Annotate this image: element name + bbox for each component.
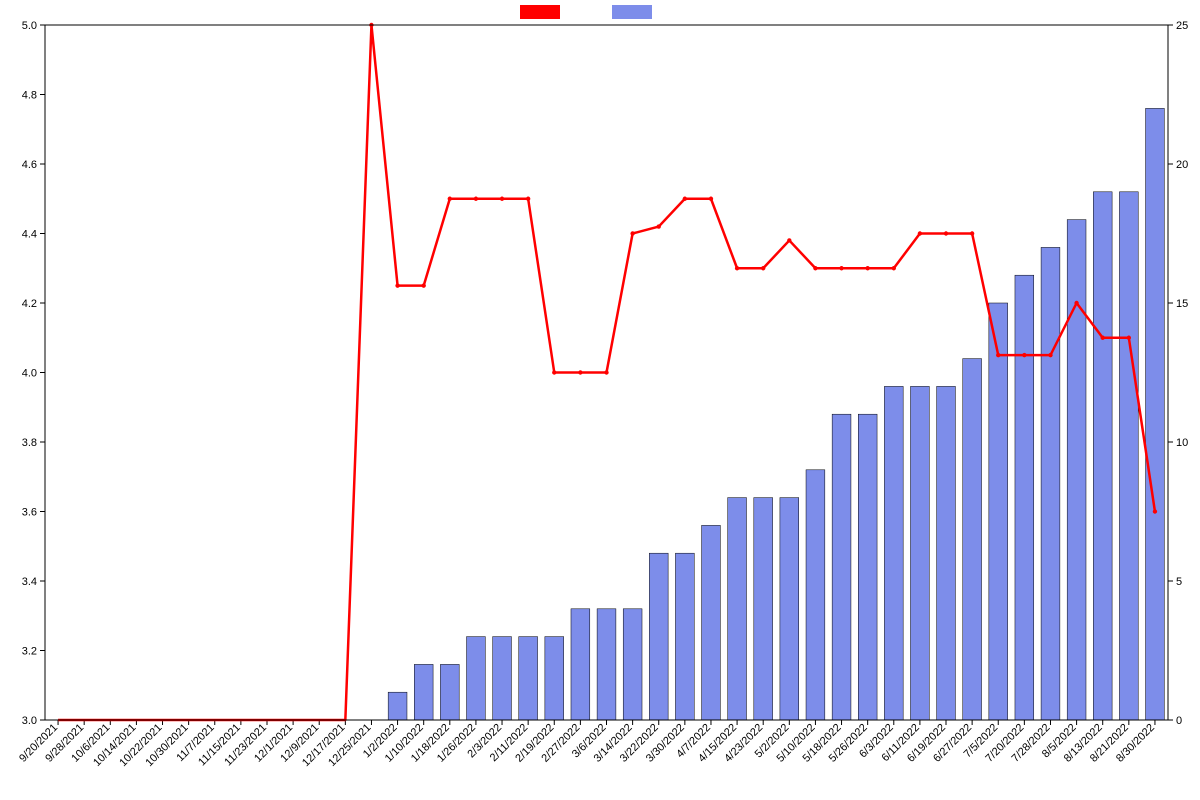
bar — [780, 498, 799, 720]
y-right-tick-label: 25 — [1176, 20, 1188, 32]
y-left-tick-label: 4.4 — [22, 229, 37, 241]
y-right-tick-label: 15 — [1176, 298, 1188, 310]
bar — [910, 386, 929, 720]
line-marker — [1048, 353, 1052, 357]
y-right-tick-label: 0 — [1176, 715, 1182, 727]
bar — [440, 664, 459, 720]
line-marker — [996, 353, 1000, 357]
y-left-tick-label: 5.0 — [22, 20, 37, 32]
line-marker — [448, 197, 452, 201]
line-marker — [865, 266, 869, 270]
y-right-tick-label: 5 — [1176, 576, 1182, 588]
y-left-tick-label: 3.8 — [22, 437, 37, 449]
legend-bar-swatch — [612, 5, 652, 19]
bar — [519, 637, 538, 720]
bar — [806, 470, 825, 720]
bar — [467, 637, 486, 720]
bar — [649, 553, 668, 720]
line-marker — [630, 231, 634, 235]
line-marker — [1153, 509, 1157, 513]
bar — [675, 553, 694, 720]
line-marker — [657, 224, 661, 228]
y-left-tick-label: 4.8 — [22, 90, 37, 102]
bar — [963, 359, 982, 720]
line-marker — [918, 231, 922, 235]
line-marker — [709, 197, 713, 201]
bar — [1146, 108, 1165, 720]
bar — [702, 525, 721, 720]
bar — [1015, 275, 1034, 720]
bar — [858, 414, 877, 720]
y-left-tick-label: 3.4 — [22, 576, 37, 588]
bar — [989, 303, 1008, 720]
line-marker — [578, 370, 582, 374]
line-marker — [944, 231, 948, 235]
line-marker — [1074, 301, 1078, 305]
bar — [493, 637, 512, 720]
chart-container: 3.0 3.2 3.4 3.6 3.8 4.0 4.2 4.4 4.6 4.8 5.0 0 5 10 15 2… — [0, 0, 1200, 800]
line-marker — [604, 370, 608, 374]
y-right-tick-label: 20 — [1176, 159, 1188, 171]
bar — [1093, 192, 1112, 720]
y-left-tick-label: 3.6 — [22, 507, 37, 519]
y-left-tick-label: 4.2 — [22, 298, 37, 310]
y-left-tick-label: 4.0 — [22, 368, 37, 380]
bar — [388, 692, 407, 720]
y-left-tick-label: 3.2 — [22, 646, 37, 658]
y-right-tick-label: 10 — [1176, 437, 1188, 449]
line-marker — [892, 266, 896, 270]
bar — [1067, 220, 1086, 720]
line-marker — [683, 197, 687, 201]
line-marker — [500, 197, 504, 201]
line-marker — [970, 231, 974, 235]
bar — [884, 386, 903, 720]
line-marker — [787, 238, 791, 242]
bar — [754, 498, 773, 720]
line-marker — [735, 266, 739, 270]
line-marker — [1101, 336, 1105, 340]
line-marker — [1022, 353, 1026, 357]
bar — [623, 609, 642, 720]
line-marker — [761, 266, 765, 270]
bar — [832, 414, 851, 720]
bar — [571, 609, 590, 720]
y-left-tick-label: 4.6 — [22, 159, 37, 171]
bar — [545, 637, 564, 720]
line-marker — [526, 197, 530, 201]
line-marker — [395, 283, 399, 287]
legend-line-swatch — [520, 5, 560, 19]
line-marker — [421, 283, 425, 287]
bar — [597, 609, 616, 720]
bar — [1041, 247, 1060, 720]
line-marker — [1127, 336, 1131, 340]
line-marker — [813, 266, 817, 270]
bar — [414, 664, 433, 720]
line-marker — [474, 197, 478, 201]
y-left-tick-label: 3.0 — [22, 715, 37, 727]
bar — [937, 386, 956, 720]
line-marker — [552, 370, 556, 374]
bar — [728, 498, 747, 720]
combo-chart: 3.0 3.2 3.4 3.6 3.8 4.0 4.2 4.4 4.6 4.8 5.0 0 5 10 15 2… — [0, 0, 1200, 800]
bar — [1119, 192, 1138, 720]
line-marker — [839, 266, 843, 270]
